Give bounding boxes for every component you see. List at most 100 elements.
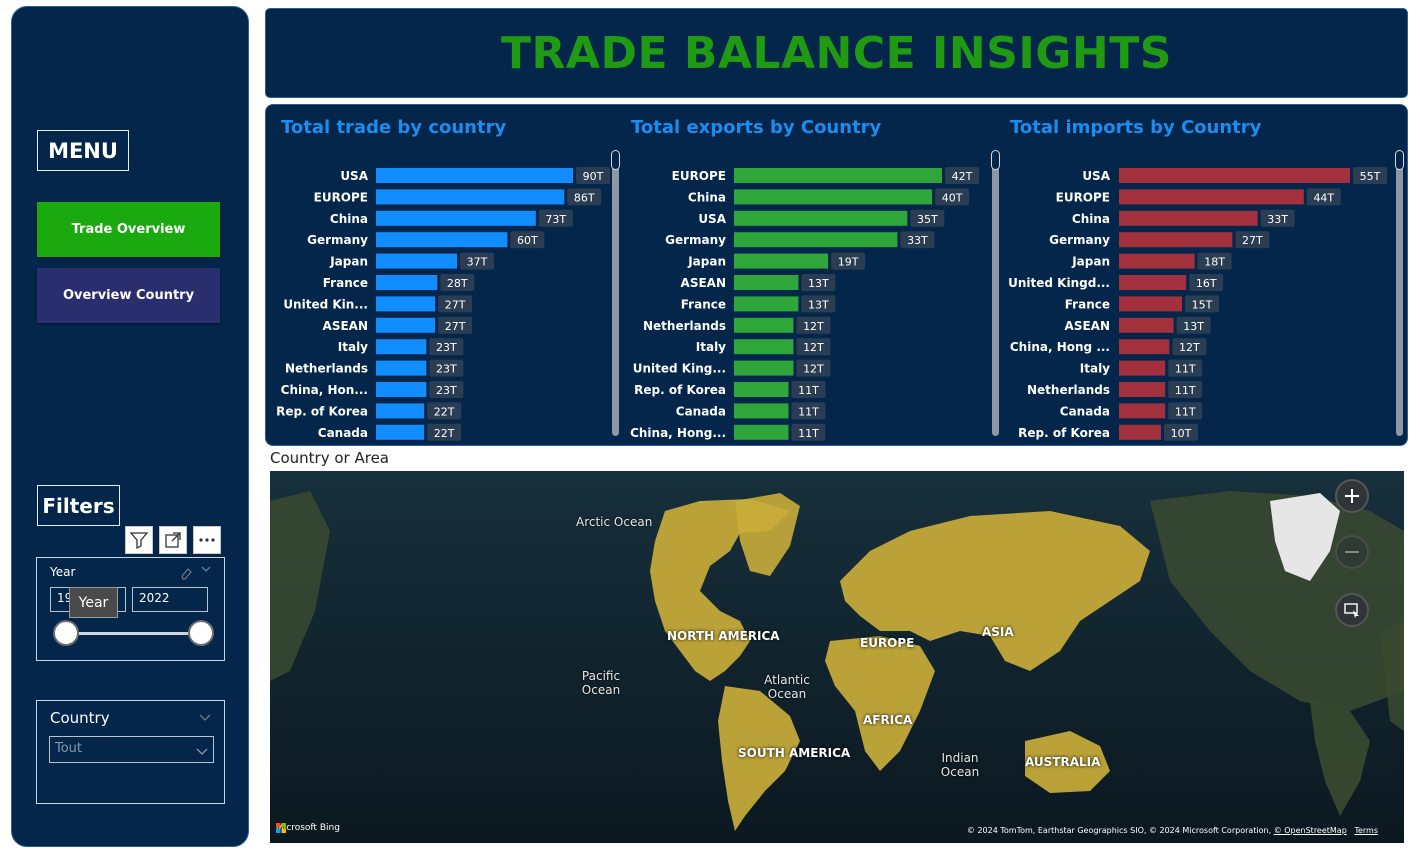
bar[interactable] xyxy=(734,339,794,355)
scroll-thumb[interactable] xyxy=(991,150,1000,170)
pacific-ocean-label: Pacific Ocean xyxy=(581,669,621,697)
bar[interactable] xyxy=(376,168,573,183)
data-label-background xyxy=(910,209,945,227)
scroll-thumb[interactable] xyxy=(611,150,620,170)
terms-link[interactable]: Terms xyxy=(1354,826,1378,835)
year-slider-start-handle[interactable] xyxy=(53,620,79,646)
bar[interactable] xyxy=(1119,360,1166,376)
year-to-input[interactable]: 2022 xyxy=(132,587,208,612)
bar[interactable] xyxy=(734,317,794,333)
scroll-thumb[interactable] xyxy=(1395,150,1404,170)
australia-region[interactable] xyxy=(1025,731,1110,793)
data-label: 11T xyxy=(1175,384,1196,397)
bar[interactable] xyxy=(1119,232,1233,248)
data-label: 10T xyxy=(1171,427,1192,440)
trade-overview-button[interactable]: Trade Overview xyxy=(37,202,220,257)
bar[interactable] xyxy=(1119,339,1170,355)
total-exports-chart[interactable]: Total exports by Country EUROPE 42T China 4… xyxy=(616,105,1006,445)
chart-scrollbar[interactable] xyxy=(611,150,620,436)
bar[interactable] xyxy=(1119,382,1166,397)
data-label: 11T xyxy=(1175,405,1196,418)
bar[interactable] xyxy=(734,253,829,269)
data-label-background xyxy=(796,316,831,334)
focus-mode-icon[interactable] xyxy=(159,526,187,554)
greenland-region[interactable] xyxy=(735,493,800,576)
bar[interactable] xyxy=(734,382,789,397)
category-label: USA xyxy=(698,212,726,226)
world-map[interactable]: Arctic Ocean Pacific Ocean Atlantic Ocea… xyxy=(270,471,1404,843)
bar[interactable] xyxy=(376,253,457,269)
bar[interactable] xyxy=(376,424,425,440)
total-imports-chart[interactable]: Total imports by Country USA 55T EUROPE 44T… xyxy=(996,105,1406,445)
total-exports-bars[interactable]: EUROPE 42T China 40T USA 35T Germany 33T Japan 19… xyxy=(616,105,1006,445)
chart-scrollbar[interactable] xyxy=(1395,150,1404,436)
bar[interactable] xyxy=(1119,317,1174,333)
data-label: 42T xyxy=(952,170,973,183)
category-label: France xyxy=(681,297,726,311)
openstreetmap-link[interactable]: © OpenStreetMap xyxy=(1273,826,1347,835)
data-label: 27T xyxy=(445,320,466,333)
data-label: 13T xyxy=(1183,320,1204,333)
bar[interactable] xyxy=(1119,275,1187,290)
bar[interactable] xyxy=(1119,296,1182,312)
data-label: 23T xyxy=(436,363,457,376)
zoom-out-button[interactable] xyxy=(1335,535,1369,569)
bar[interactable] xyxy=(376,403,425,419)
bar[interactable] xyxy=(376,317,436,333)
bar[interactable] xyxy=(734,424,789,440)
data-label: 23T xyxy=(436,341,457,354)
bar[interactable] xyxy=(376,339,427,355)
south-america-region[interactable] xyxy=(718,686,800,831)
bar[interactable] xyxy=(734,296,799,312)
select-area-button[interactable] xyxy=(1335,593,1369,627)
bar[interactable] xyxy=(734,210,908,226)
map-canvas[interactable] xyxy=(270,471,1404,843)
category-label: USA xyxy=(340,169,368,183)
chart-scrollbar[interactable] xyxy=(991,150,1000,436)
data-label-background xyxy=(1168,381,1203,398)
bar[interactable] xyxy=(734,232,898,248)
chevron-down-icon[interactable] xyxy=(200,563,212,575)
bar[interactable] xyxy=(734,189,933,205)
data-label-background xyxy=(1260,209,1295,227)
total-trade-bars[interactable]: USA 90T EUROPE 86T China 73T Germany 60T Japan 37… xyxy=(266,105,626,445)
clear-selection-icon[interactable] xyxy=(179,566,193,580)
overview-country-button[interactable]: Overview Country xyxy=(37,268,220,323)
bar[interactable] xyxy=(376,189,565,205)
map-copyright: © 2024 TomTom, Earthstar Geographics SIO… xyxy=(967,826,1378,835)
north-america-region[interactable] xyxy=(650,499,790,681)
zoom-in-button[interactable] xyxy=(1335,479,1369,513)
bar[interactable] xyxy=(1119,210,1258,226)
bar[interactable] xyxy=(1119,189,1304,205)
bar[interactable] xyxy=(376,210,536,226)
bar[interactable] xyxy=(1119,168,1350,183)
chevron-down-icon[interactable] xyxy=(198,710,212,724)
africa-region[interactable] xyxy=(825,636,935,771)
bar[interactable] xyxy=(376,382,427,397)
bar[interactable] xyxy=(1119,424,1161,440)
eurasia-region[interactable] xyxy=(840,511,1150,671)
data-label: 19T xyxy=(838,256,859,269)
bar[interactable] xyxy=(1119,403,1166,419)
bar[interactable] xyxy=(1119,253,1195,269)
bar[interactable] xyxy=(376,296,436,312)
year-slider-end-handle[interactable] xyxy=(188,620,214,646)
year-slider-track[interactable] xyxy=(66,632,202,635)
bar[interactable] xyxy=(376,232,508,248)
data-label: 35T xyxy=(917,213,938,226)
bar[interactable] xyxy=(734,168,942,183)
bar[interactable] xyxy=(734,360,794,376)
atlantic-ocean-label: Atlantic Ocean xyxy=(764,673,810,701)
total-imports-bars[interactable]: USA 55T EUROPE 44T China 33T Germany 27T Japan 18… xyxy=(996,105,1406,445)
microsoft-logo-icon xyxy=(276,823,286,833)
bar[interactable] xyxy=(376,275,438,290)
total-trade-chart[interactable]: Total trade by country USA 90T EUROPE 86T Ch… xyxy=(266,105,626,445)
data-label-background xyxy=(1185,295,1219,313)
filter-icon[interactable] xyxy=(125,526,153,554)
bar[interactable] xyxy=(376,360,427,376)
chart-title: Total imports by Country xyxy=(1010,117,1262,138)
country-dropdown[interactable]: Tout xyxy=(49,736,214,763)
bar[interactable] xyxy=(734,403,789,419)
bar[interactable] xyxy=(734,275,799,290)
more-options-icon[interactable] xyxy=(193,526,221,554)
